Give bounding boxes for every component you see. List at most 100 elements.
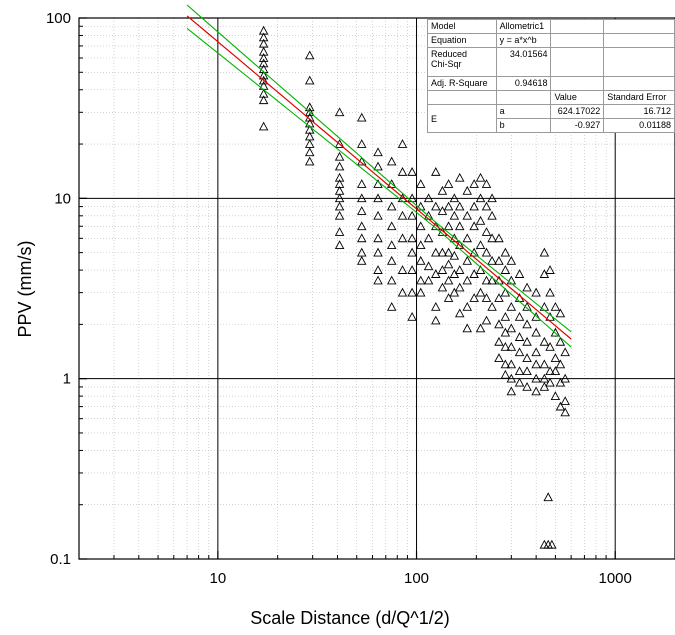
data-point	[522, 282, 532, 292]
data-point	[334, 172, 345, 182]
data-point	[443, 201, 454, 211]
data-point	[487, 233, 497, 243]
data-point	[531, 287, 541, 297]
empty-cell	[550, 47, 605, 77]
data-point	[334, 227, 345, 236]
data-point	[407, 210, 417, 220]
fit-row-chisqr: Reduced Chi-Sqr 34.01564	[427, 47, 675, 77]
data-point	[334, 161, 345, 171]
data-point	[356, 221, 367, 231]
y-tick-label: 10	[54, 190, 71, 207]
data-point	[475, 287, 486, 297]
data-point	[500, 287, 511, 297]
data-point	[386, 275, 397, 285]
data-point	[356, 139, 367, 148]
data-point	[481, 227, 492, 236]
data-point	[334, 185, 345, 195]
data-point	[334, 210, 345, 220]
data-point	[386, 255, 397, 265]
data-point	[539, 247, 550, 257]
data-point	[494, 353, 504, 362]
data-point	[415, 255, 426, 265]
data-point	[500, 327, 511, 337]
data-point	[500, 359, 511, 369]
empty-cell	[603, 19, 675, 34]
data-point	[550, 391, 561, 400]
data-point	[334, 107, 345, 117]
data-point	[258, 70, 269, 80]
data-point	[494, 336, 504, 346]
data-point	[356, 179, 367, 188]
plot-frame	[78, 17, 675, 560]
data-point	[443, 179, 454, 188]
data-point	[373, 275, 383, 285]
data-point	[462, 275, 472, 285]
data-point	[258, 64, 269, 74]
data-point	[334, 139, 345, 148]
data-point	[500, 311, 511, 321]
data-point	[514, 377, 525, 387]
data-point	[475, 323, 486, 333]
data-point	[514, 366, 525, 376]
data-point	[462, 233, 472, 243]
data-point	[258, 121, 269, 131]
data-point	[487, 210, 497, 220]
chisqr-label-line2: Chi-Sqr	[431, 59, 462, 69]
adjr-value: 0.94618	[495, 76, 552, 91]
data-point	[397, 210, 408, 220]
data-point	[487, 193, 497, 203]
data-point	[500, 369, 511, 379]
data-point	[449, 233, 460, 243]
data-point	[373, 161, 383, 171]
fit-row-equation: Equation y = a*x^b	[427, 33, 675, 48]
data-point	[449, 250, 460, 260]
empty-cell	[550, 33, 605, 48]
y-tick-label: 100	[46, 10, 71, 27]
value-header: Value	[550, 90, 605, 105]
data-point	[258, 95, 269, 105]
param-b-name: b	[495, 118, 552, 133]
upper-confidence-line	[186, 4, 572, 333]
axis-ticks	[78, 17, 675, 560]
data-point	[506, 386, 517, 396]
param-row-label: E	[427, 104, 497, 133]
x-tick-label: 100	[404, 570, 429, 587]
data-point	[545, 287, 555, 297]
fit-line	[186, 15, 572, 340]
equation-value: y = a*x^b	[495, 33, 552, 48]
data-point	[560, 373, 570, 383]
data-point	[481, 315, 492, 325]
data-point	[397, 265, 408, 274]
data-point	[487, 301, 497, 311]
data-point	[334, 240, 345, 250]
data-point	[431, 301, 441, 311]
data-point	[550, 327, 561, 337]
data-point	[550, 366, 561, 376]
data-point	[545, 341, 555, 351]
data-point	[560, 396, 570, 406]
x-axis-label: Scale Distance (d/Q^1/2)	[250, 608, 450, 628]
empty-cell	[603, 76, 675, 91]
data-point	[481, 293, 492, 302]
data-point	[415, 179, 426, 188]
data-point	[487, 255, 497, 265]
data-point	[506, 359, 517, 369]
x-tick-label: 1000	[599, 570, 632, 587]
data-point	[514, 332, 525, 341]
data-point	[304, 147, 315, 157]
data-point	[397, 287, 408, 297]
empty-cell	[550, 76, 605, 91]
data-point	[522, 319, 532, 329]
data-point	[531, 311, 541, 321]
data-point	[258, 46, 269, 56]
data-point	[304, 107, 315, 117]
data-point	[539, 359, 550, 369]
model-label: Model	[427, 19, 497, 34]
data-point	[522, 336, 532, 346]
data-point	[539, 336, 550, 346]
empty-cell	[495, 90, 552, 105]
data-point	[555, 308, 566, 318]
data-point	[539, 301, 550, 311]
chisqr-value: 34.01564	[495, 47, 552, 77]
